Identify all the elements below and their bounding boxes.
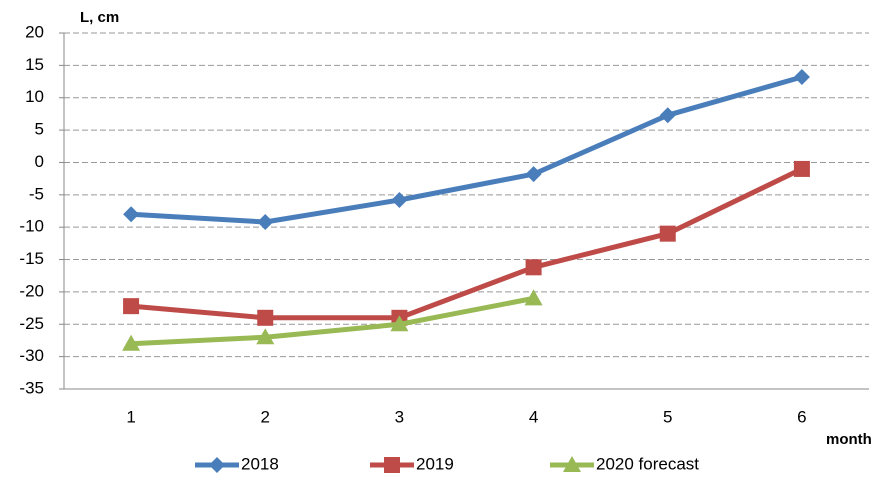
marker [391, 191, 408, 208]
marker [793, 69, 810, 86]
marker [257, 309, 274, 326]
x-tick-label: 2 [261, 407, 270, 426]
marker [122, 334, 141, 351]
x-tick-label: 4 [529, 407, 538, 426]
y-tick-label: 10 [25, 87, 44, 106]
y-axis-label: L, cm [80, 9, 119, 26]
y-tick-label: 15 [25, 55, 44, 74]
marker [123, 206, 140, 223]
y-tick-label: -5 [29, 184, 44, 203]
y-tick-label: -30 [19, 346, 44, 365]
marker [256, 328, 275, 345]
y-tick-label: 5 [35, 120, 44, 139]
x-tick-label: 3 [395, 407, 404, 426]
legend-label: 2019 [416, 454, 454, 473]
y-tick-label: -20 [19, 281, 44, 300]
x-tick-label: 1 [126, 407, 135, 426]
marker [524, 289, 543, 306]
marker [390, 315, 409, 332]
marker [659, 107, 676, 124]
marker [123, 298, 140, 315]
marker [384, 457, 400, 473]
series-line [130, 74, 803, 225]
marker [257, 214, 274, 231]
y-tick-label: -15 [19, 249, 44, 268]
legend-label: 2018 [241, 454, 279, 473]
x-tick-label: 6 [797, 407, 806, 426]
marker [209, 457, 225, 473]
y-tick-label: -25 [19, 314, 44, 333]
y-tick-label: -35 [19, 378, 44, 397]
y-tick-label: -10 [19, 217, 44, 236]
marker [793, 160, 810, 177]
marker [525, 259, 542, 276]
series-line [130, 166, 804, 321]
marker [563, 456, 581, 472]
y-tick-label: 0 [35, 152, 44, 171]
legend-label: 2020 forecast [596, 454, 699, 473]
x-axis-label: month [826, 431, 872, 448]
marker [659, 225, 676, 242]
marker [525, 166, 542, 183]
x-tick-label: 5 [663, 407, 672, 426]
y-tick-label: 20 [25, 22, 44, 41]
series-line [130, 295, 535, 347]
